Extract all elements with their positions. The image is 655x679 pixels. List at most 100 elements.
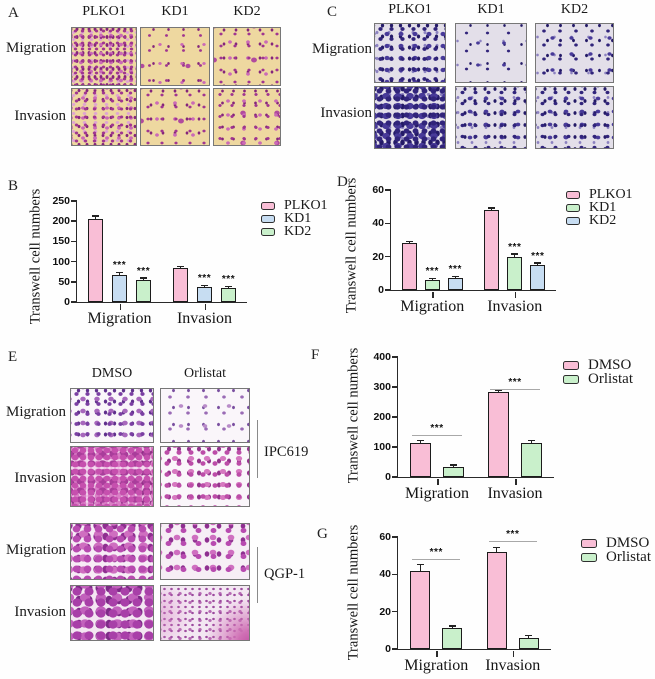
bar-b-migration-kd1	[112, 274, 127, 302]
y-tick	[392, 386, 398, 388]
panel-a-col-kd2: KD2	[233, 4, 261, 19]
significance-stars: ***	[112, 260, 127, 272]
legend-swatch	[563, 374, 579, 384]
error-bar	[118, 273, 121, 275]
y-tick	[392, 573, 398, 576]
qgp1-cell-line-label: QGP-1	[264, 566, 306, 582]
micrograph-c-migration-kd2	[535, 23, 614, 83]
panel-e-qgp-row-invasion: Invasion	[14, 604, 66, 620]
y-tick	[71, 240, 77, 243]
bar-b-migration-plko1	[88, 219, 103, 302]
y-tick	[71, 220, 77, 222]
panel-c-col-plko1: PLKO1	[388, 2, 432, 17]
bar-d-migration-kd1	[424, 280, 440, 290]
y-tick	[392, 446, 398, 448]
micrograph-a-invasion-plko1	[71, 88, 137, 146]
panel-e-col-dmso: DMSO	[91, 366, 133, 381]
y-tick	[385, 222, 391, 225]
error-bar-cap	[534, 262, 542, 264]
error-bar	[408, 242, 410, 244]
bar-b-invasion-kd2	[221, 288, 236, 302]
y-tick-label: 100	[52, 255, 70, 268]
legend-swatch	[566, 190, 580, 199]
legend-label: KD1	[589, 200, 617, 215]
legend-item: Orlistat	[563, 372, 633, 387]
x-tick	[515, 479, 517, 485]
micrograph-c-migration-plko1	[374, 23, 446, 83]
legend-label: KD2	[284, 224, 312, 239]
error-bar	[227, 287, 230, 289]
micrograph-e-qgp1-migration-orlistat	[160, 523, 250, 580]
ipc619-bracket-line	[257, 420, 258, 478]
y-tick-label: 40	[379, 568, 391, 581]
category-label: Migration	[404, 657, 469, 674]
significance-stars: ***	[508, 376, 522, 388]
bar-g-invasion-orlistat	[518, 637, 539, 649]
legend-swatch	[581, 552, 597, 562]
legend-label: Orlistat	[606, 549, 651, 565]
panel-a-row-migration: Migration	[6, 40, 66, 56]
error-bar-cap	[495, 389, 502, 392]
error-bar-cap	[448, 625, 456, 627]
legend-swatch	[261, 227, 275, 236]
legend-swatch	[566, 216, 580, 225]
y-tick	[71, 260, 77, 263]
error-bar	[537, 263, 539, 265]
panel-a-col-kd1: KD1	[161, 4, 189, 19]
micrograph-a-invasion-kd1	[140, 88, 210, 146]
bar-f-migration-dmso	[410, 442, 431, 477]
error-bar	[528, 636, 530, 638]
y-tick-label: 100	[373, 441, 391, 453]
error-bar	[142, 278, 145, 280]
micrograph-c-invasion-kd2	[535, 86, 614, 149]
legend-item: DMSO	[581, 536, 651, 551]
legend-item: PLKO1	[566, 188, 633, 202]
panel-e-col-orlistat: Orlistat	[184, 366, 226, 381]
panel-b-label: B	[8, 178, 19, 194]
error-bar	[497, 391, 500, 393]
y-tick-label: 150	[52, 235, 70, 248]
legend-swatch	[261, 201, 275, 210]
panel-c-row-invasion: Invasion	[320, 105, 372, 121]
error-bar-cap	[525, 635, 533, 637]
error-bar-cap	[201, 284, 208, 286]
bar-f-invasion-orlistat	[521, 442, 542, 477]
micrograph-e-qgp1-invasion-orlistat	[160, 585, 250, 641]
error-bar-cap	[405, 240, 413, 242]
error-bar-cap	[528, 440, 535, 442]
legend-swatch	[261, 214, 275, 223]
error-bar-cap	[177, 265, 184, 267]
panel-c-col-kd2: KD2	[560, 2, 589, 17]
panel-e-ipc-row-migration: Migration	[6, 404, 66, 420]
micrograph-e-qgp1-invasion-dmso	[70, 585, 154, 641]
panel-e-label: E	[8, 349, 18, 365]
legend-label: KD2	[589, 213, 617, 228]
micrograph-c-migration-kd1	[455, 23, 527, 83]
error-bar	[203, 285, 206, 288]
y-tick	[392, 536, 398, 538]
y-tick-label: 0	[385, 471, 391, 483]
panel-d-label: D	[337, 174, 348, 190]
legend-item: KD1	[566, 200, 633, 215]
significance-stars: ***	[506, 528, 520, 540]
error-bar-cap	[511, 253, 519, 255]
significance-stars: ***	[508, 241, 522, 253]
y-tick-label: 250	[52, 195, 70, 207]
significance-line	[412, 559, 461, 561]
bar-b-invasion-kd1	[197, 287, 212, 302]
bar-g-migration-orlistat	[442, 628, 463, 649]
panel-a-label: A	[8, 5, 19, 21]
x-tick	[204, 304, 207, 310]
y-tick-label: 400	[373, 351, 391, 363]
category-label: Invasion	[176, 310, 233, 327]
y-tick	[392, 476, 398, 478]
y-tick	[385, 289, 391, 291]
y-tick	[71, 301, 77, 303]
bar-g-invasion-dmso	[486, 551, 507, 649]
significance-stars: ***	[448, 264, 462, 276]
y-tick-label: 40	[372, 217, 384, 230]
bar-b-migration-kd2	[136, 279, 151, 302]
x-tick	[514, 292, 517, 298]
category-label: Migration	[400, 298, 465, 315]
